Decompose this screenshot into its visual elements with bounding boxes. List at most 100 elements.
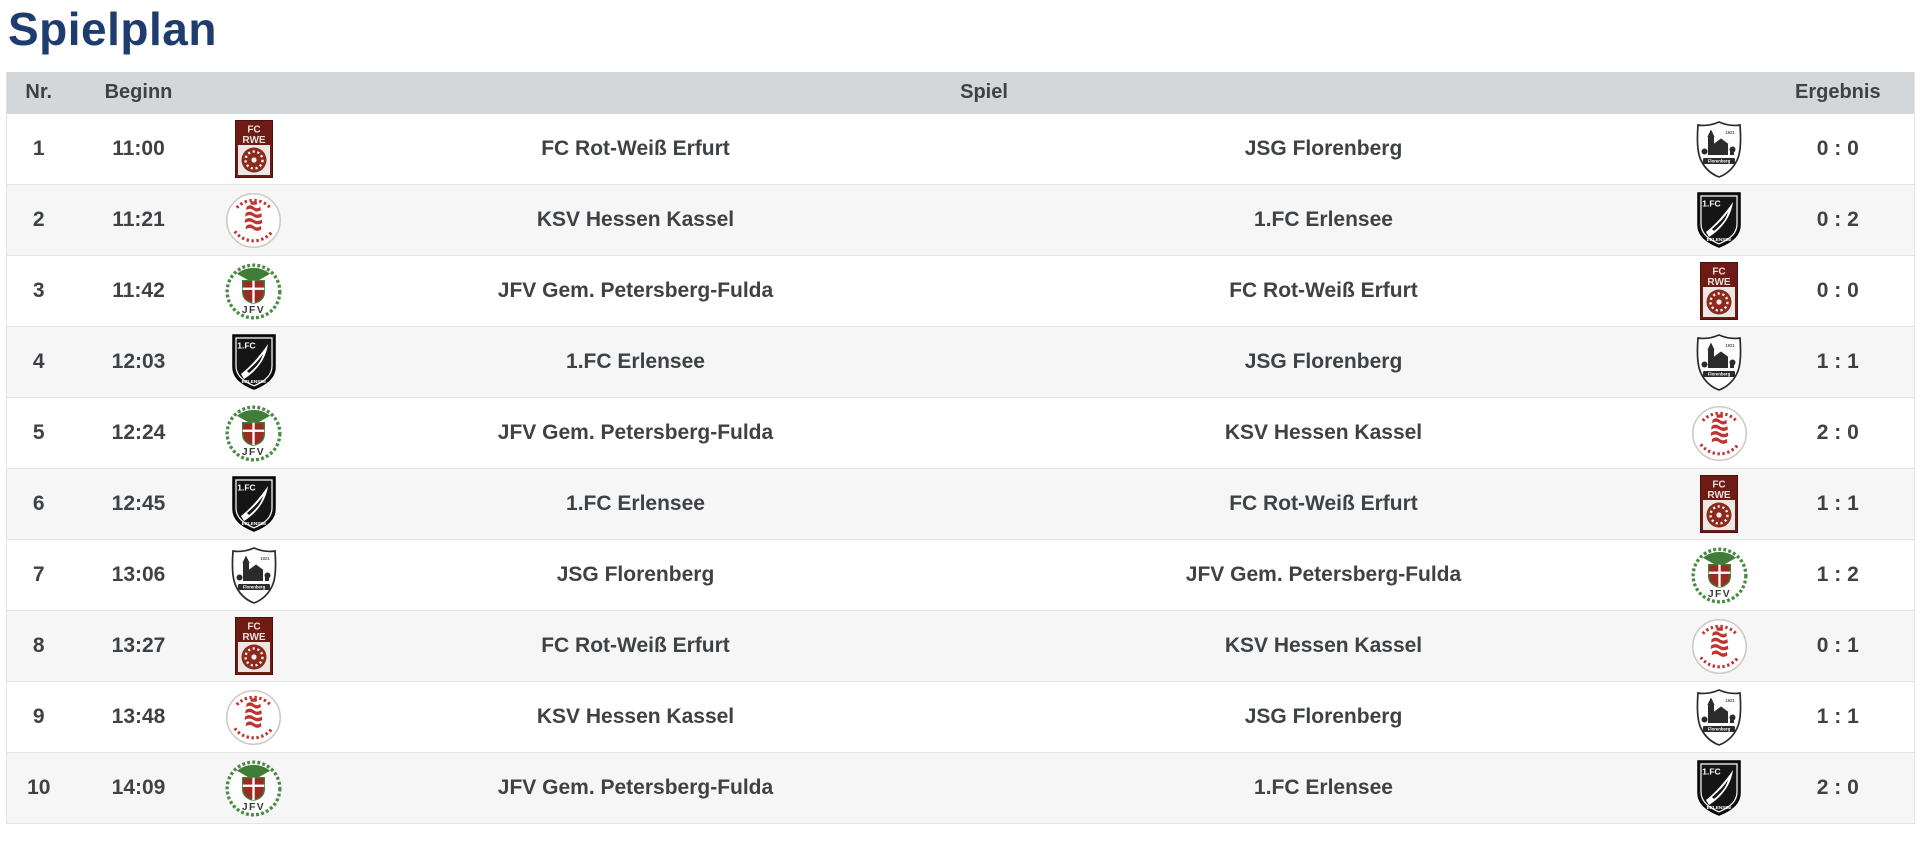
away-team-logo-cell [1676, 113, 1762, 186]
logo-rwe-icon [1700, 475, 1738, 533]
match-number: 8 [6, 610, 71, 683]
match-time: 12:45 [70, 468, 207, 541]
logo-erlensee-icon [231, 475, 277, 533]
away-team-name: JSG Florenberg [970, 326, 1677, 399]
match-time: 14:09 [70, 752, 207, 825]
match-score: 2 : 0 [1761, 752, 1915, 825]
home-team-logo-cell [206, 255, 301, 328]
away-team-name: KSV Hessen Kassel [970, 397, 1677, 470]
logo-erlensee-icon [231, 333, 277, 391]
away-team-name: JSG Florenberg [970, 113, 1677, 186]
away-team-logo-cell [1676, 397, 1762, 470]
logo-ksv-icon [1691, 618, 1748, 675]
away-team-logo-cell [1676, 610, 1762, 683]
match-score: 0 : 0 [1761, 255, 1915, 328]
table-row[interactable]: 5 12:24 JFV Gem. Petersberg-Fulda KSV Hesse… [6, 397, 1915, 470]
away-team-name: JSG Florenberg [970, 681, 1677, 754]
logo-ksv-icon [225, 689, 282, 746]
away-team-logo-cell [1676, 184, 1762, 257]
match-score: 0 : 0 [1761, 113, 1915, 186]
match-number: 4 [6, 326, 71, 399]
home-team-name: KSV Hessen Kassel [300, 184, 971, 257]
match-score: 2 : 0 [1761, 397, 1915, 470]
match-number: 3 [6, 255, 71, 328]
home-team-name: JFV Gem. Petersberg-Fulda [300, 397, 971, 470]
table-row[interactable]: 4 12:03 1.FC Erlensee JSG Florenberg 1 : 1 [6, 326, 1915, 399]
logo-rwe-icon [235, 120, 273, 178]
logo-florenberg-icon [1694, 688, 1744, 746]
away-team-logo-cell [1676, 468, 1762, 541]
match-score: 1 : 1 [1761, 681, 1915, 754]
match-time: 11:21 [70, 184, 207, 257]
home-team-name: FC Rot-Weiß Erfurt [300, 113, 971, 186]
away-team-name: KSV Hessen Kassel [970, 610, 1677, 683]
home-team-logo-cell [206, 681, 301, 754]
match-score: 0 : 1 [1761, 610, 1915, 683]
home-team-name: 1.FC Erlensee [300, 468, 971, 541]
table-row[interactable]: 7 13:06 JSG Florenberg JFV Gem. Petersberg-… [6, 539, 1915, 612]
header-nr: Nr. [6, 71, 71, 114]
header-beginn: Beginn [70, 71, 207, 114]
match-time: 11:42 [70, 255, 207, 328]
match-number: 6 [6, 468, 71, 541]
table-row[interactable]: 9 13:48 KSV Hessen Kassel JSG Florenberg 1 :… [6, 681, 1915, 754]
table-row[interactable]: 6 12:45 1.FC Erlensee FC Rot-Weiß Erfurt 1 :… [6, 468, 1915, 541]
match-time: 13:48 [70, 681, 207, 754]
match-number: 1 [6, 113, 71, 186]
header-ergebnis: Ergebnis [1761, 71, 1915, 114]
home-team-name: KSV Hessen Kassel [300, 681, 971, 754]
away-team-logo-cell [1676, 539, 1762, 612]
logo-ksv-icon [1691, 405, 1748, 462]
away-team-name: FC Rot-Weiß Erfurt [970, 255, 1677, 328]
home-team-name: JFV Gem. Petersberg-Fulda [300, 752, 971, 825]
table-row[interactable]: 8 13:27 FC Rot-Weiß Erfurt KSV Hessen Kasse… [6, 610, 1915, 683]
logo-jfv-icon [225, 760, 282, 817]
match-time: 13:06 [70, 539, 207, 612]
match-score: 1 : 1 [1761, 326, 1915, 399]
logo-jfv-icon [225, 405, 282, 462]
away-team-name: JFV Gem. Petersberg-Fulda [970, 539, 1677, 612]
match-score: 1 : 2 [1761, 539, 1915, 612]
header-spiel: Spiel [206, 71, 1762, 114]
table-row[interactable]: 10 14:09 JFV Gem. Petersberg-Fulda 1.FC Erl… [6, 752, 1915, 825]
away-team-logo-cell [1676, 681, 1762, 754]
away-team-logo-cell [1676, 752, 1762, 825]
home-team-logo-cell [206, 326, 301, 399]
logo-florenberg-icon [1694, 333, 1744, 391]
home-team-logo-cell [206, 468, 301, 541]
match-time: 13:27 [70, 610, 207, 683]
home-team-name: FC Rot-Weiß Erfurt [300, 610, 971, 683]
away-team-logo-cell [1676, 255, 1762, 328]
match-time: 12:24 [70, 397, 207, 470]
table-row[interactable]: 2 11:21 KSV Hessen Kassel 1.FC Erlensee 0 : … [6, 184, 1915, 257]
logo-erlensee-icon [1696, 191, 1742, 249]
away-team-name: 1.FC Erlensee [970, 752, 1677, 825]
home-team-logo-cell [206, 184, 301, 257]
match-time: 11:00 [70, 113, 207, 186]
logo-erlensee-icon [1696, 759, 1742, 817]
match-number: 10 [6, 752, 71, 825]
schedule-table-body: 1 11:00 FC Rot-Weiß Erfurt JSG Florenberg 0 … [6, 113, 1915, 825]
schedule-table: Nr. Beginn Spiel Ergebnis 1 11:00 FC Rot-W… [6, 71, 1916, 825]
home-team-name: JSG Florenberg [300, 539, 971, 612]
match-number: 7 [6, 539, 71, 612]
logo-rwe-icon [1700, 262, 1738, 320]
table-row[interactable]: 1 11:00 FC Rot-Weiß Erfurt JSG Florenberg 0 … [6, 113, 1915, 186]
match-number: 2 [6, 184, 71, 257]
home-team-logo-cell [206, 397, 301, 470]
logo-florenberg-icon [229, 546, 279, 604]
logo-jfv-icon [225, 263, 282, 320]
home-team-logo-cell [206, 113, 301, 186]
away-team-logo-cell [1676, 326, 1762, 399]
match-score: 1 : 1 [1761, 468, 1915, 541]
logo-florenberg-icon [1694, 120, 1744, 178]
home-team-name: JFV Gem. Petersberg-Fulda [300, 255, 971, 328]
home-team-logo-cell [206, 752, 301, 825]
logo-ksv-icon [225, 192, 282, 249]
table-row[interactable]: 3 11:42 JFV Gem. Petersberg-Fulda FC Rot-We… [6, 255, 1915, 328]
match-number: 9 [6, 681, 71, 754]
logo-jfv-icon [1691, 547, 1748, 604]
logo-rwe-icon [235, 617, 273, 675]
home-team-name: 1.FC Erlensee [300, 326, 971, 399]
match-number: 5 [6, 397, 71, 470]
